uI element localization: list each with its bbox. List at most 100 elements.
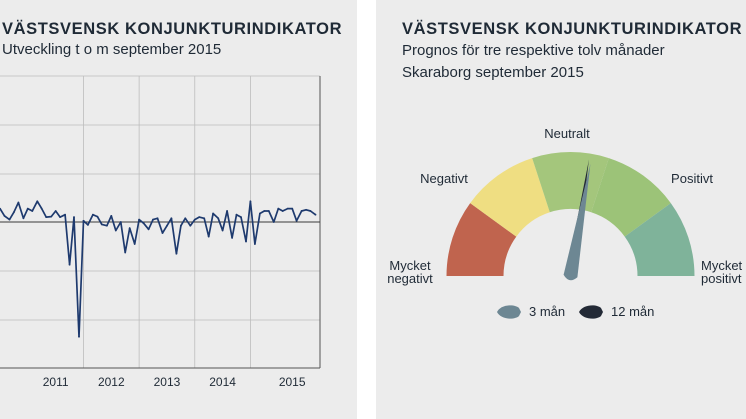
data-point <box>221 229 224 232</box>
data-point <box>245 240 247 243</box>
data-point <box>300 210 303 212</box>
gauge-label-line: Mycket <box>701 258 743 273</box>
data-point <box>3 215 6 217</box>
data-point <box>0 207 1 210</box>
data-point <box>22 217 25 220</box>
data-point <box>217 217 220 220</box>
x-tick-label: 2011 <box>43 375 69 389</box>
data-point <box>31 210 34 212</box>
data-point <box>231 237 234 239</box>
segment-very-negative <box>446 203 517 276</box>
x-tick-label: 2015 <box>279 375 306 389</box>
data-point <box>100 223 103 226</box>
data-point <box>286 207 289 210</box>
gauge-chart: Mycket negativtNegativtNeutraltPositivtMy… <box>387 126 743 319</box>
data-point <box>235 213 238 216</box>
gauge-label: Positivt <box>671 171 713 186</box>
data-point <box>54 210 57 212</box>
data-point <box>110 215 113 217</box>
data-point <box>295 219 298 222</box>
line-chart: 2011 2012 2013 2014 2015 <box>0 75 321 389</box>
data-point <box>166 224 168 227</box>
data-point <box>180 224 182 227</box>
x-tick-label: 2014 <box>209 375 236 389</box>
data-point <box>59 216 61 219</box>
data-point <box>226 210 229 212</box>
data-point <box>68 263 71 266</box>
data-point <box>152 218 154 221</box>
data-point <box>272 221 275 223</box>
data-point <box>128 227 131 230</box>
data-point <box>36 200 39 203</box>
data-point <box>291 207 294 210</box>
data-point <box>147 228 150 231</box>
data-point <box>26 207 29 210</box>
legend-3-man-label: 3 mån <box>529 304 565 319</box>
right-chart-title: VÄSTSVENSK KONJUNKTURINDIKATOR <box>402 20 743 38</box>
data-point <box>259 212 261 215</box>
data-point <box>281 210 284 212</box>
data-point <box>249 200 252 203</box>
right-chart-panel: VÄSTSVENSK KONJUNKTURINDIKATOR Prognos f… <box>376 0 746 419</box>
gauge-label: Neutralt <box>544 126 590 141</box>
data-point <box>240 216 242 219</box>
data-point <box>82 219 85 222</box>
data-point <box>45 216 48 219</box>
data-point <box>78 335 80 338</box>
right-chart-subtitle-line2: Skaraborg september 2015 <box>402 64 584 81</box>
left-chart-title: VÄSTSVENSK KONJUNKTURINDIKATOR <box>2 20 343 38</box>
data-point <box>263 210 266 212</box>
data-point <box>309 210 312 212</box>
data-point <box>64 213 66 216</box>
data-point <box>50 215 53 218</box>
legend-3-man-marker <box>497 305 521 319</box>
data-point <box>193 218 196 221</box>
gauge-label-line: Negativt <box>420 171 468 186</box>
data-point <box>133 243 136 245</box>
data-point <box>207 235 210 238</box>
data-point <box>87 224 89 226</box>
data-point <box>203 217 206 220</box>
data-point <box>254 243 256 245</box>
segment-positive <box>591 158 671 237</box>
data-point <box>17 201 20 204</box>
data-point <box>96 215 99 218</box>
data-point <box>8 218 11 221</box>
data-point <box>170 217 173 220</box>
needle-3-man <box>563 163 591 281</box>
gauge-label-line: negativt <box>387 271 433 286</box>
data-point <box>156 217 159 220</box>
x-tick-label: 2013 <box>154 375 181 389</box>
data-point <box>92 213 94 216</box>
gauge-label-line: Positivt <box>671 171 713 186</box>
data-point <box>212 212 215 215</box>
left-chart-panel: VÄSTSVENSK KONJUNKTURINDIKATOR Utvecklin… <box>0 0 357 419</box>
segment-negative <box>470 158 550 237</box>
data-point <box>114 229 117 232</box>
gauge-label-line: Neutralt <box>544 126 590 141</box>
gauge-label: Mycket positivt <box>701 258 743 286</box>
legend-12-man-label: 12 mån <box>611 304 654 319</box>
left-chart-subtitle: Utveckling t o m september 2015 <box>2 41 222 58</box>
data-point <box>124 251 127 254</box>
data-point <box>138 218 141 221</box>
gauge-label-line: Mycket <box>389 258 431 273</box>
data-point <box>189 224 192 227</box>
x-tick-label: 2012 <box>98 375 125 389</box>
data-point <box>184 217 187 220</box>
data-point <box>106 224 108 227</box>
gauge-label: Mycket negativt <box>387 258 433 286</box>
data-point <box>73 216 75 219</box>
data-point <box>175 252 178 255</box>
data-point <box>13 211 15 214</box>
data-point <box>267 210 270 212</box>
right-chart-subtitle-line1: Prognos för tre respektive tolv månader <box>402 42 665 59</box>
data-point <box>305 208 307 211</box>
data-point <box>40 207 43 210</box>
gauge-label-line: positivt <box>701 271 742 286</box>
data-point <box>314 213 317 216</box>
gauge-label: Negativt <box>420 171 468 186</box>
data-point <box>277 207 280 210</box>
data-point <box>119 221 122 223</box>
data-point <box>142 222 145 225</box>
